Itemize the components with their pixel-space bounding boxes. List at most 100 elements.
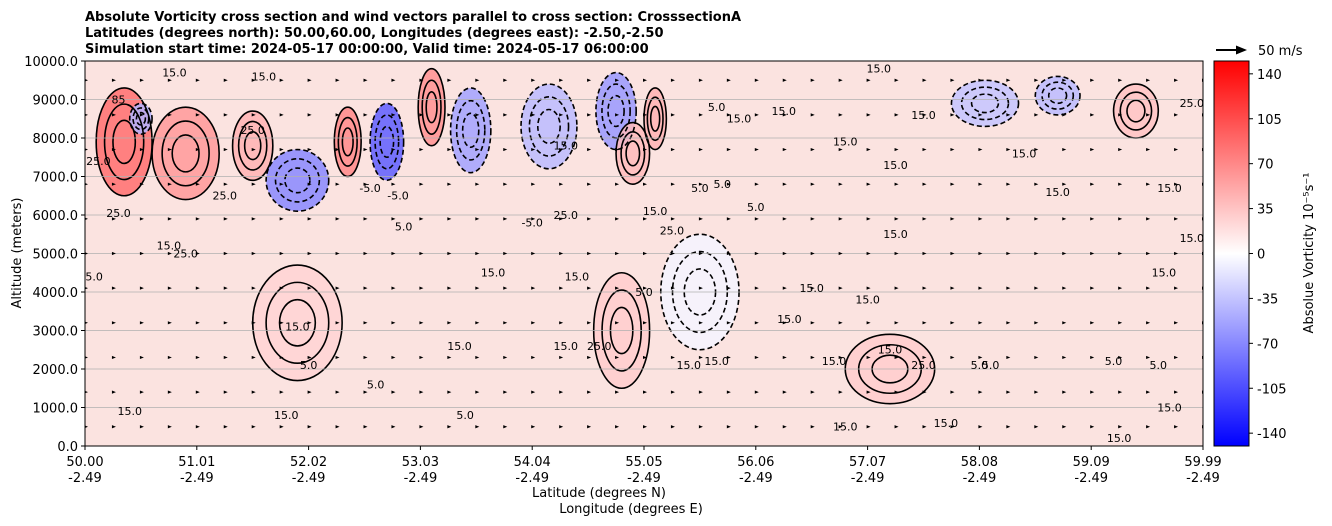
wind-vector bbox=[670, 286, 675, 290]
wind-vector bbox=[139, 355, 144, 360]
wind-vector bbox=[139, 425, 144, 429]
colorbar-tick-label: -70 bbox=[1257, 337, 1278, 352]
wind-vector bbox=[894, 286, 899, 290]
wind-vector bbox=[1006, 113, 1011, 117]
wind-vector bbox=[307, 113, 312, 117]
contour-line bbox=[417, 67, 446, 147]
contour-line bbox=[421, 79, 442, 135]
wind-vector bbox=[419, 182, 424, 186]
contour-line bbox=[379, 125, 395, 159]
wind-vector bbox=[111, 251, 116, 256]
contour-label: 25.0 bbox=[660, 224, 685, 237]
contour-line bbox=[103, 103, 145, 181]
wind-vector bbox=[754, 286, 759, 290]
wind-vector bbox=[950, 425, 955, 429]
wind-vector bbox=[670, 147, 675, 152]
wind-vector bbox=[167, 182, 172, 186]
wind-vector bbox=[726, 321, 731, 325]
contour-label: 25.0 bbox=[173, 247, 198, 260]
colorbar-tick-label: -35 bbox=[1257, 292, 1278, 307]
y-tick-label: 6000.0 bbox=[33, 209, 79, 224]
wind-vector bbox=[698, 113, 703, 117]
wind-vector bbox=[838, 425, 843, 429]
wind-vector bbox=[1034, 390, 1039, 394]
wind-vector bbox=[866, 390, 871, 394]
wind-vector bbox=[531, 217, 536, 221]
wind-vector bbox=[615, 390, 620, 394]
wind-vector bbox=[754, 425, 759, 429]
wind-vector bbox=[1174, 147, 1179, 152]
wind-vector bbox=[587, 147, 592, 152]
wind-vector bbox=[279, 286, 284, 290]
wind-vector bbox=[922, 355, 927, 360]
wind-vector bbox=[894, 390, 899, 394]
contour-labels: 8525.025.015.015.015.025.015.025.025.015… bbox=[85, 63, 1205, 446]
wind-vector bbox=[503, 78, 508, 82]
wind-vector bbox=[698, 321, 703, 325]
wind-vector bbox=[363, 113, 368, 117]
wind-vector bbox=[698, 182, 703, 186]
wind-vector bbox=[279, 251, 284, 256]
contour-label: -5.0 bbox=[387, 190, 408, 203]
wind-vector bbox=[726, 286, 731, 290]
wind-vector bbox=[698, 390, 703, 394]
wind-vector bbox=[643, 355, 647, 360]
wind-vector bbox=[726, 251, 731, 256]
wind-vector bbox=[531, 425, 536, 429]
wind-vector bbox=[1146, 217, 1151, 221]
wind-vector bbox=[810, 425, 815, 429]
wind-vector bbox=[670, 251, 675, 256]
wind-vector bbox=[698, 147, 703, 152]
wind-vector bbox=[1090, 425, 1095, 429]
wind-vector bbox=[111, 182, 116, 186]
wind-vector bbox=[754, 355, 759, 360]
wind-vector bbox=[559, 286, 564, 290]
wind-vector bbox=[726, 425, 731, 429]
wind-vector bbox=[1174, 113, 1179, 117]
quiver-key-arrowhead bbox=[1236, 45, 1247, 55]
wind-vector bbox=[1146, 78, 1151, 82]
wind-vectors bbox=[85, 78, 1203, 429]
wind-vector bbox=[419, 217, 424, 221]
wind-vector bbox=[1090, 217, 1095, 221]
wind-vector bbox=[754, 78, 759, 82]
wind-vector bbox=[754, 217, 759, 221]
wind-vector bbox=[475, 217, 480, 221]
wind-vector bbox=[894, 113, 899, 117]
contour-label: 25.0 bbox=[213, 190, 238, 203]
wind-vector bbox=[754, 390, 759, 394]
wind-vector bbox=[391, 182, 396, 186]
contour-line bbox=[278, 298, 317, 347]
wind-vector bbox=[85, 217, 88, 221]
wind-vector bbox=[195, 390, 200, 394]
contour-label: 15.0 bbox=[1180, 232, 1205, 245]
wind-vector bbox=[643, 425, 647, 429]
wind-vector bbox=[782, 390, 787, 394]
contour-label: 15.0 bbox=[252, 70, 277, 83]
contour-line bbox=[960, 86, 1010, 121]
wind-vector bbox=[1090, 182, 1095, 186]
wind-vector bbox=[85, 356, 88, 359]
wind-vector bbox=[1118, 425, 1123, 429]
colorbar-tick-label: -140 bbox=[1257, 427, 1287, 442]
contour-label: 15.0 bbox=[799, 282, 824, 295]
wind-vector bbox=[950, 182, 955, 186]
wind-vector bbox=[447, 425, 452, 429]
wind-vector bbox=[251, 355, 256, 360]
wind-vector bbox=[475, 113, 480, 117]
wind-vector bbox=[866, 321, 871, 325]
wind-vector bbox=[391, 355, 396, 360]
contour-label: 15.0 bbox=[883, 228, 908, 241]
wind-vector bbox=[363, 425, 368, 429]
wind-vector bbox=[111, 355, 116, 360]
wind-vector bbox=[726, 78, 731, 82]
wind-vector bbox=[251, 390, 256, 394]
wind-vector bbox=[1034, 182, 1039, 186]
wind-vector bbox=[866, 425, 871, 429]
wind-vector bbox=[1062, 217, 1067, 221]
wind-vector bbox=[139, 321, 144, 325]
wind-vector bbox=[251, 182, 256, 186]
wind-vector bbox=[85, 425, 88, 428]
wind-vector bbox=[1062, 147, 1067, 152]
wind-vector bbox=[1090, 355, 1095, 360]
